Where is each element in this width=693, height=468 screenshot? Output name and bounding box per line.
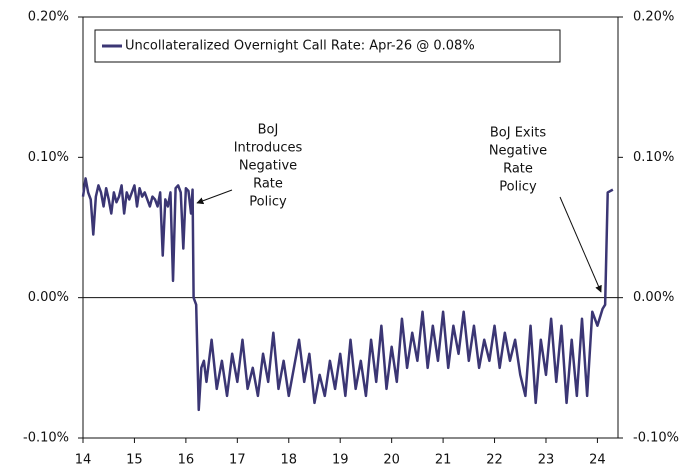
annotation-arrow [559,196,602,293]
x-tick-label: 22 [486,453,503,468]
y2-tick-label: 0.20% [633,10,674,25]
x-tick-label: 15 [126,453,143,468]
x-tick-label: 23 [538,453,555,468]
annotation-text: Policy [249,195,287,210]
x-tick-label: 21 [435,453,452,468]
x-tick-label: 17 [229,453,246,468]
annotation-text: BoJ [258,123,279,138]
annotation-text: Introduces [234,141,303,156]
x-tick-label: 19 [332,453,349,468]
y-tick-label: 0.20% [28,10,69,25]
x-tick-label: 24 [589,453,606,468]
y2-tick-label: 0.10% [633,150,674,165]
annotation-text: BoJ Exits [490,126,546,141]
annotation-text: Policy [499,180,537,195]
line-series [81,177,614,412]
annotation-text: Rate [253,177,283,192]
y-tick-label: 0.10% [28,150,69,165]
annotation-text: Rate [503,162,533,177]
annotation-text: Negative [239,159,297,174]
y2-tick-label: 0.00% [633,290,674,305]
x-tick-label: 20 [383,453,400,468]
annotation-text: Negative [489,144,547,159]
legend-box [94,29,561,63]
x-tick-label: 14 [75,453,92,468]
plot-frame [82,16,619,439]
legend-label: Uncollateralized Overnight Call Rate: Ap… [125,39,475,54]
y2-tick-label: -0.10% [633,431,679,446]
y-tick-label: -0.10% [23,431,69,446]
x-tick-label: 18 [280,453,297,468]
y-tick-label: 0.00% [28,290,69,305]
x-tick-label: 16 [178,453,195,468]
annotation-arrow [196,189,233,205]
